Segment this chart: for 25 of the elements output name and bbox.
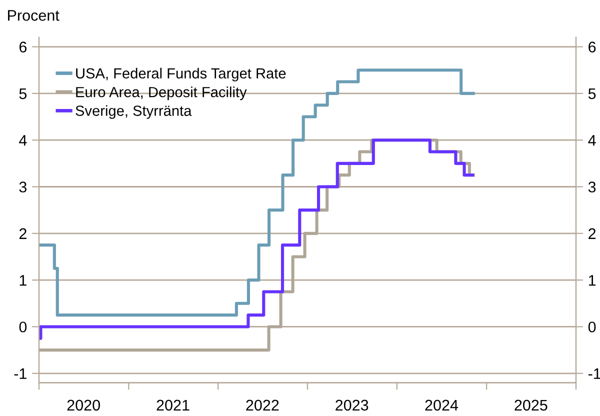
y-tick-label: 6 — [19, 42, 27, 52]
y-tick-label: 0 — [19, 322, 27, 332]
x-tick-label: 2025 — [514, 400, 548, 411]
y-tick-label: 4 — [19, 135, 27, 146]
y-tick-label: 5 — [19, 88, 27, 100]
x-tick-label: 2020 — [67, 400, 100, 411]
y2-tick-label: 3 — [588, 182, 596, 192]
legend-label: USA, Federal Funds Target Rate — [76, 68, 286, 82]
x-tick-label: 2021 — [156, 400, 190, 411]
y-axis-title: Procent — [8, 10, 60, 21]
y-tick-label: 3 — [19, 182, 27, 192]
x-tick-label: 2024 — [425, 400, 458, 411]
y2-tick-label: 4 — [588, 135, 596, 146]
y2-tick-label: 6 — [588, 42, 596, 52]
y2-tick-label: 5 — [588, 88, 596, 100]
y-tick-label: 1 — [20, 275, 26, 286]
x-tick-label: 2023 — [336, 400, 368, 411]
y2-tick-label: 2 — [588, 228, 596, 239]
y-tick-label: 2 — [19, 228, 26, 239]
y2-tick-label: 0 — [588, 322, 596, 332]
x-tick-label: 2022 — [246, 400, 279, 411]
legend-label: Sverige, Styrränta — [76, 105, 192, 119]
y-tick-label: -1 — [14, 368, 26, 379]
legend-label: Euro Area, Deposit Facility — [76, 86, 247, 100]
y2-tick-label: 1 — [588, 275, 596, 286]
